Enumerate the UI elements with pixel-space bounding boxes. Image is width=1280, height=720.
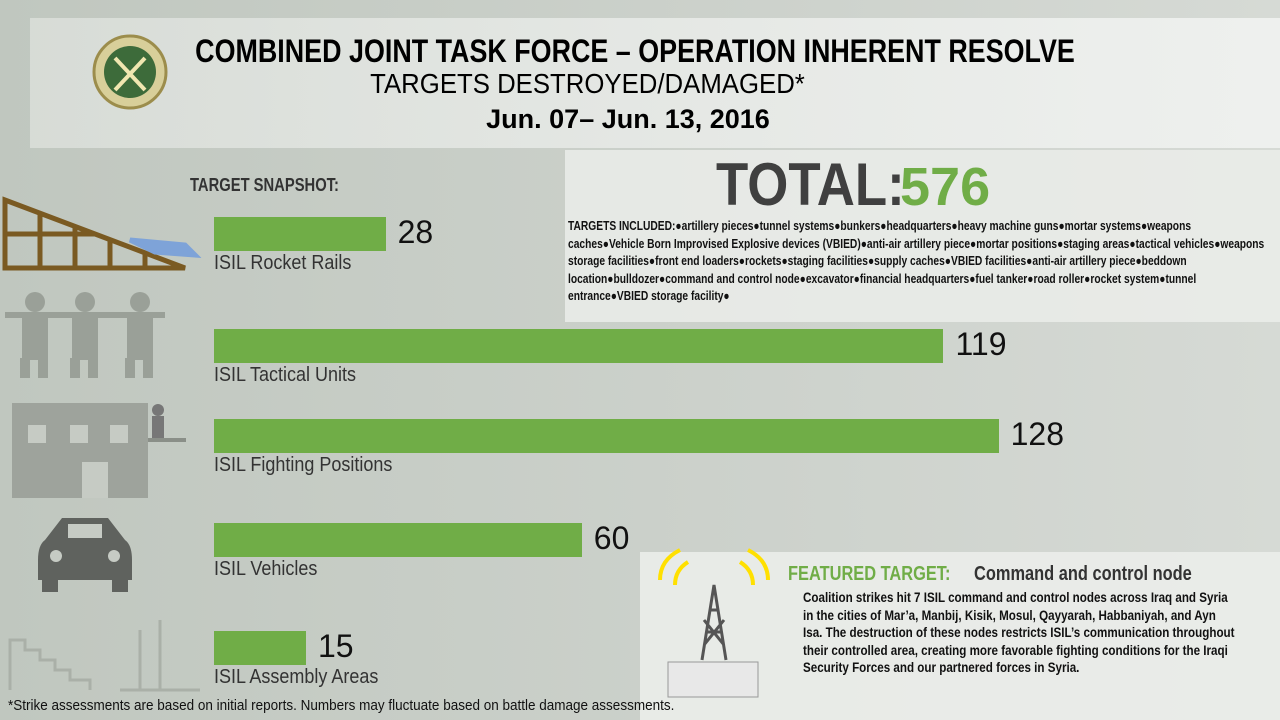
subtitle: TARGETS DESTROYED/DAMAGED* xyxy=(370,68,805,99)
category-label: ISIL Vehicles xyxy=(214,558,318,580)
value-label: 128 xyxy=(1010,416,1065,452)
total-value: 576 xyxy=(900,157,991,217)
tower-icon xyxy=(658,548,770,698)
bar xyxy=(214,217,386,251)
header-band xyxy=(30,18,1280,148)
total-panel xyxy=(565,150,1280,322)
footnote: *Strike assessments are based on initial… xyxy=(8,697,675,714)
featured-label: FEATURED TARGET: xyxy=(788,563,951,585)
soldiers-icon xyxy=(5,292,165,378)
assembly-icon xyxy=(8,620,200,692)
title: COMBINED JOINT TASK FORCE – OPERATION IN… xyxy=(195,33,1075,69)
category-label: ISIL Fighting Positions xyxy=(214,454,393,476)
building-icon xyxy=(12,403,186,498)
dates: Jun. 07– Jun. 13, 2016 xyxy=(486,104,770,134)
rocket-rail-icon xyxy=(2,196,202,271)
car-icon xyxy=(38,518,132,592)
emblem xyxy=(92,34,168,110)
value-label: 60 xyxy=(593,520,630,556)
bar xyxy=(214,523,582,557)
bar xyxy=(214,631,306,665)
chart-title: TARGET SNAPSHOT: xyxy=(190,175,339,195)
category-label: ISIL Assembly Areas xyxy=(214,666,379,688)
category-label: ISIL Tactical Units xyxy=(214,364,357,386)
targets-label: TARGETS INCLUDED: xyxy=(568,219,676,233)
bar xyxy=(214,419,999,453)
targets-text: ●artillery pieces●tunnel systems●bunkers… xyxy=(568,219,1265,303)
value-label: 119 xyxy=(955,326,1007,362)
category-label: ISIL Rocket Rails xyxy=(214,252,352,274)
bar xyxy=(214,329,944,363)
featured-text: Coalition strikes hit 7 ISIL command and… xyxy=(803,589,1235,675)
targets-included: TARGETS INCLUDED:●artillery pieces●tunne… xyxy=(568,218,1265,306)
total-label: TOTAL: xyxy=(716,151,905,218)
value-label: 15 xyxy=(317,628,354,664)
value-label: 28 xyxy=(397,214,434,250)
featured-name: Command and control node xyxy=(974,563,1192,585)
